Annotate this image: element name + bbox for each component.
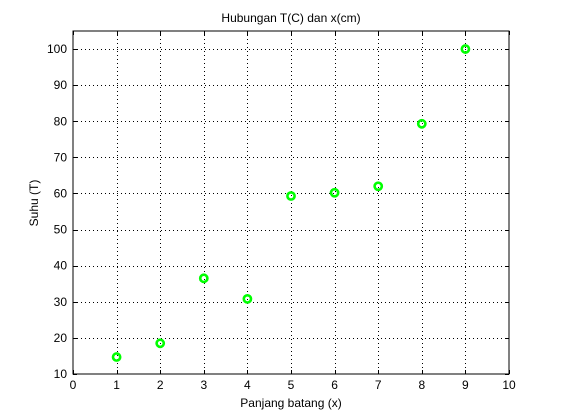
x-tick-label: 10 [502,378,516,392]
y-tick-label: 80 [54,114,68,128]
y-tick-label: 70 [54,150,68,164]
y-tick-label: 10 [54,367,68,381]
y-tick-label: 20 [54,331,68,345]
y-tick-label: 90 [54,78,68,92]
x-tick-label: 6 [331,378,338,392]
x-tick-label: 0 [70,378,77,392]
x-tick-labels: 0 1 2 3 4 5 6 7 8 9 10 [70,378,516,392]
y-tick-label: 40 [54,259,68,273]
x-tick-label: 1 [113,378,120,392]
x-tick-label: 7 [375,378,382,392]
y-tick-label: 60 [54,186,68,200]
y-axis-title: Suhu (T) [27,180,41,227]
y-tick-label: 30 [54,295,68,309]
y-tick-label: 100 [47,42,67,56]
x-tick-label: 4 [244,378,251,392]
x-axis-title: Panjang batang (x) [240,396,341,410]
x-tick-label: 9 [462,378,469,392]
x-tick-label: 2 [157,378,164,392]
chart-title: Hubungan T(C) dan x(cm) [221,11,360,25]
x-tick-label: 8 [418,378,425,392]
x-tick-label: 5 [288,378,295,392]
plot-area-background [73,31,509,374]
y-tick-label: 50 [54,223,68,237]
y-tick-labels: 10 20 30 40 50 60 70 80 90 100 [47,42,67,381]
x-tick-label: 3 [200,378,207,392]
